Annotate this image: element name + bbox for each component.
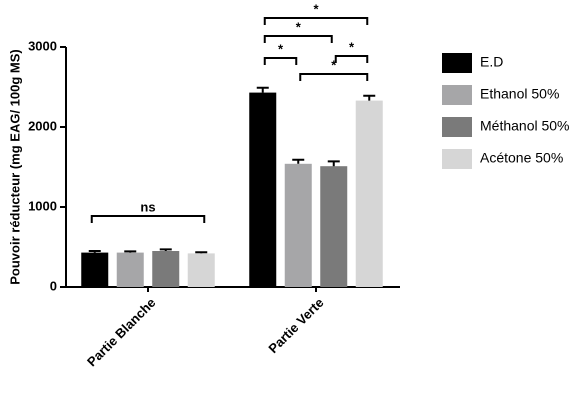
significance-label: * [278, 41, 284, 56]
error-bar [292, 158, 305, 164]
significance-bracket [334, 55, 369, 63]
legend-label: Méthanol 50% [480, 118, 570, 134]
bar [355, 100, 383, 287]
legend-label: Acétone 50% [480, 150, 563, 166]
error-bar [124, 250, 137, 253]
y-tick-label: 2000 [28, 118, 57, 133]
y-axis-label: Pouvoir réducteur (mg EAG/ 100g MS) [7, 49, 22, 285]
x-tick-label: Partie Blanche [84, 295, 158, 369]
significance-label: * [296, 19, 302, 34]
y-tick-label: 3000 [28, 38, 57, 53]
significance-bracket [299, 73, 369, 81]
significance-bracket [90, 215, 206, 223]
bar [116, 252, 144, 287]
legend-label: Ethanol 50% [480, 86, 559, 102]
error-bar [327, 160, 340, 167]
bar [81, 252, 109, 287]
error-bar [256, 86, 269, 93]
significance-bracket [263, 17, 369, 25]
error-bar [88, 250, 101, 253]
bar [284, 163, 312, 287]
bar [187, 253, 215, 287]
x-tick-label: Partie Verte [265, 295, 326, 356]
legend-swatch [442, 53, 472, 73]
legend-label: E.D [480, 54, 503, 70]
bar [152, 251, 180, 287]
significance-label: ns [140, 199, 155, 214]
significance-bracket [263, 57, 298, 65]
significance-label: * [349, 39, 355, 54]
significance-bracket [263, 35, 333, 43]
error-bar [195, 251, 208, 254]
significance-label: * [313, 1, 319, 16]
error-bar [159, 248, 172, 251]
bar [249, 92, 277, 287]
bar [320, 166, 348, 287]
significance-label: * [331, 57, 337, 72]
legend-swatch [442, 149, 472, 169]
legend-swatch [442, 117, 472, 137]
y-tick-label: 1000 [28, 198, 57, 213]
legend-swatch [442, 85, 472, 105]
error-bar [363, 94, 376, 101]
y-tick-label: 0 [50, 278, 57, 293]
